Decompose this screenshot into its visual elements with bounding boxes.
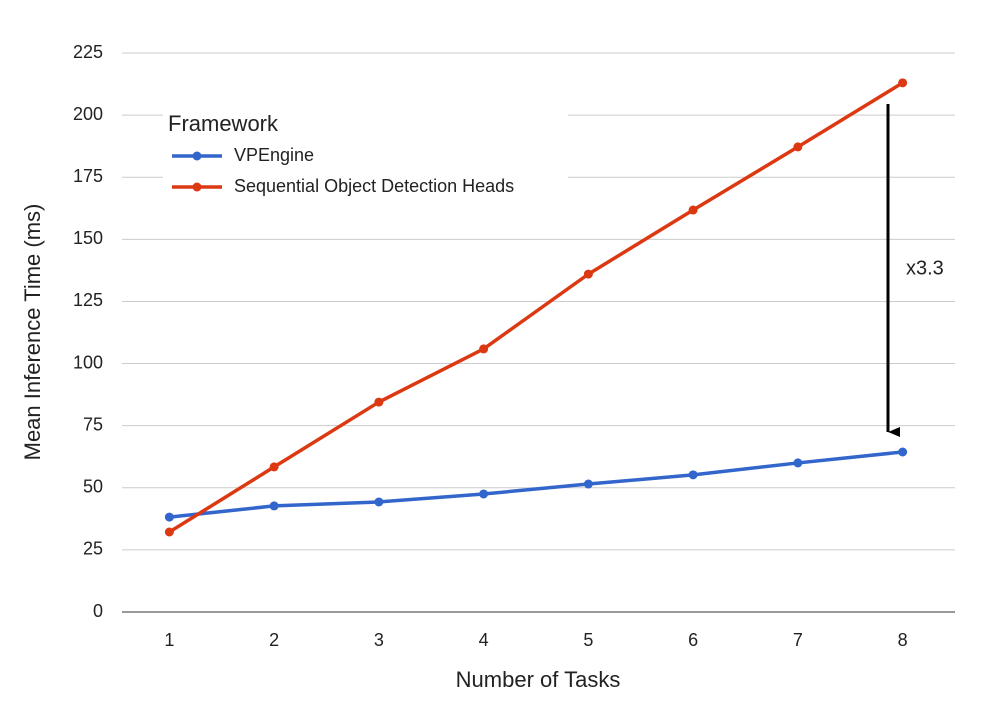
y-tick-label: 225 — [73, 42, 103, 62]
point — [479, 344, 489, 354]
point — [688, 470, 698, 480]
x-tick-label: 5 — [583, 630, 593, 650]
lines — [164, 78, 908, 537]
point — [793, 142, 803, 152]
point — [374, 397, 384, 407]
legend-label: Sequential Object Detection Heads — [234, 176, 514, 196]
x-tick-label: 3 — [374, 630, 384, 650]
legend-title: Framework — [168, 111, 279, 136]
legend: Framework VPEngine Sequential Object Dete… — [163, 110, 568, 206]
x-tick-label: 6 — [688, 630, 698, 650]
point — [898, 78, 908, 88]
x-tick-label: 4 — [479, 630, 489, 650]
x-tick-label: 1 — [164, 630, 174, 650]
legend-box — [163, 110, 568, 206]
point — [583, 269, 593, 279]
point — [688, 205, 698, 215]
series-line — [168, 81, 904, 534]
legend-label: VPEngine — [234, 145, 314, 165]
point — [583, 479, 593, 489]
point — [269, 462, 279, 472]
point — [374, 497, 384, 507]
y-tick-label: 125 — [73, 290, 103, 310]
point — [164, 527, 174, 537]
series-line — [169, 450, 903, 519]
x-tick-label: 2 — [269, 630, 279, 650]
point — [898, 447, 908, 457]
y-tick-label: 25 — [83, 539, 103, 559]
x-tick-label: 8 — [898, 630, 908, 650]
y-tick-label: 0 — [93, 601, 103, 621]
point — [793, 458, 803, 468]
y-tick-label: 75 — [83, 414, 103, 434]
y-tick-label: 100 — [73, 352, 103, 372]
legend-marker — [192, 151, 202, 161]
y-tick-label: 175 — [73, 166, 103, 186]
y-tick-label: 200 — [73, 104, 103, 124]
point — [164, 512, 174, 522]
y-tick-label: 50 — [83, 477, 103, 497]
y-axis-label: Mean Inference Time (ms) — [20, 204, 45, 461]
x-tick-label: 7 — [793, 630, 803, 650]
point — [269, 501, 279, 511]
annotation: x3.3 — [906, 257, 944, 279]
point — [479, 489, 489, 499]
x-axis-label: Number of Tasks — [456, 667, 621, 692]
y-tick-label: 150 — [73, 228, 103, 248]
legend-marker — [192, 182, 202, 192]
